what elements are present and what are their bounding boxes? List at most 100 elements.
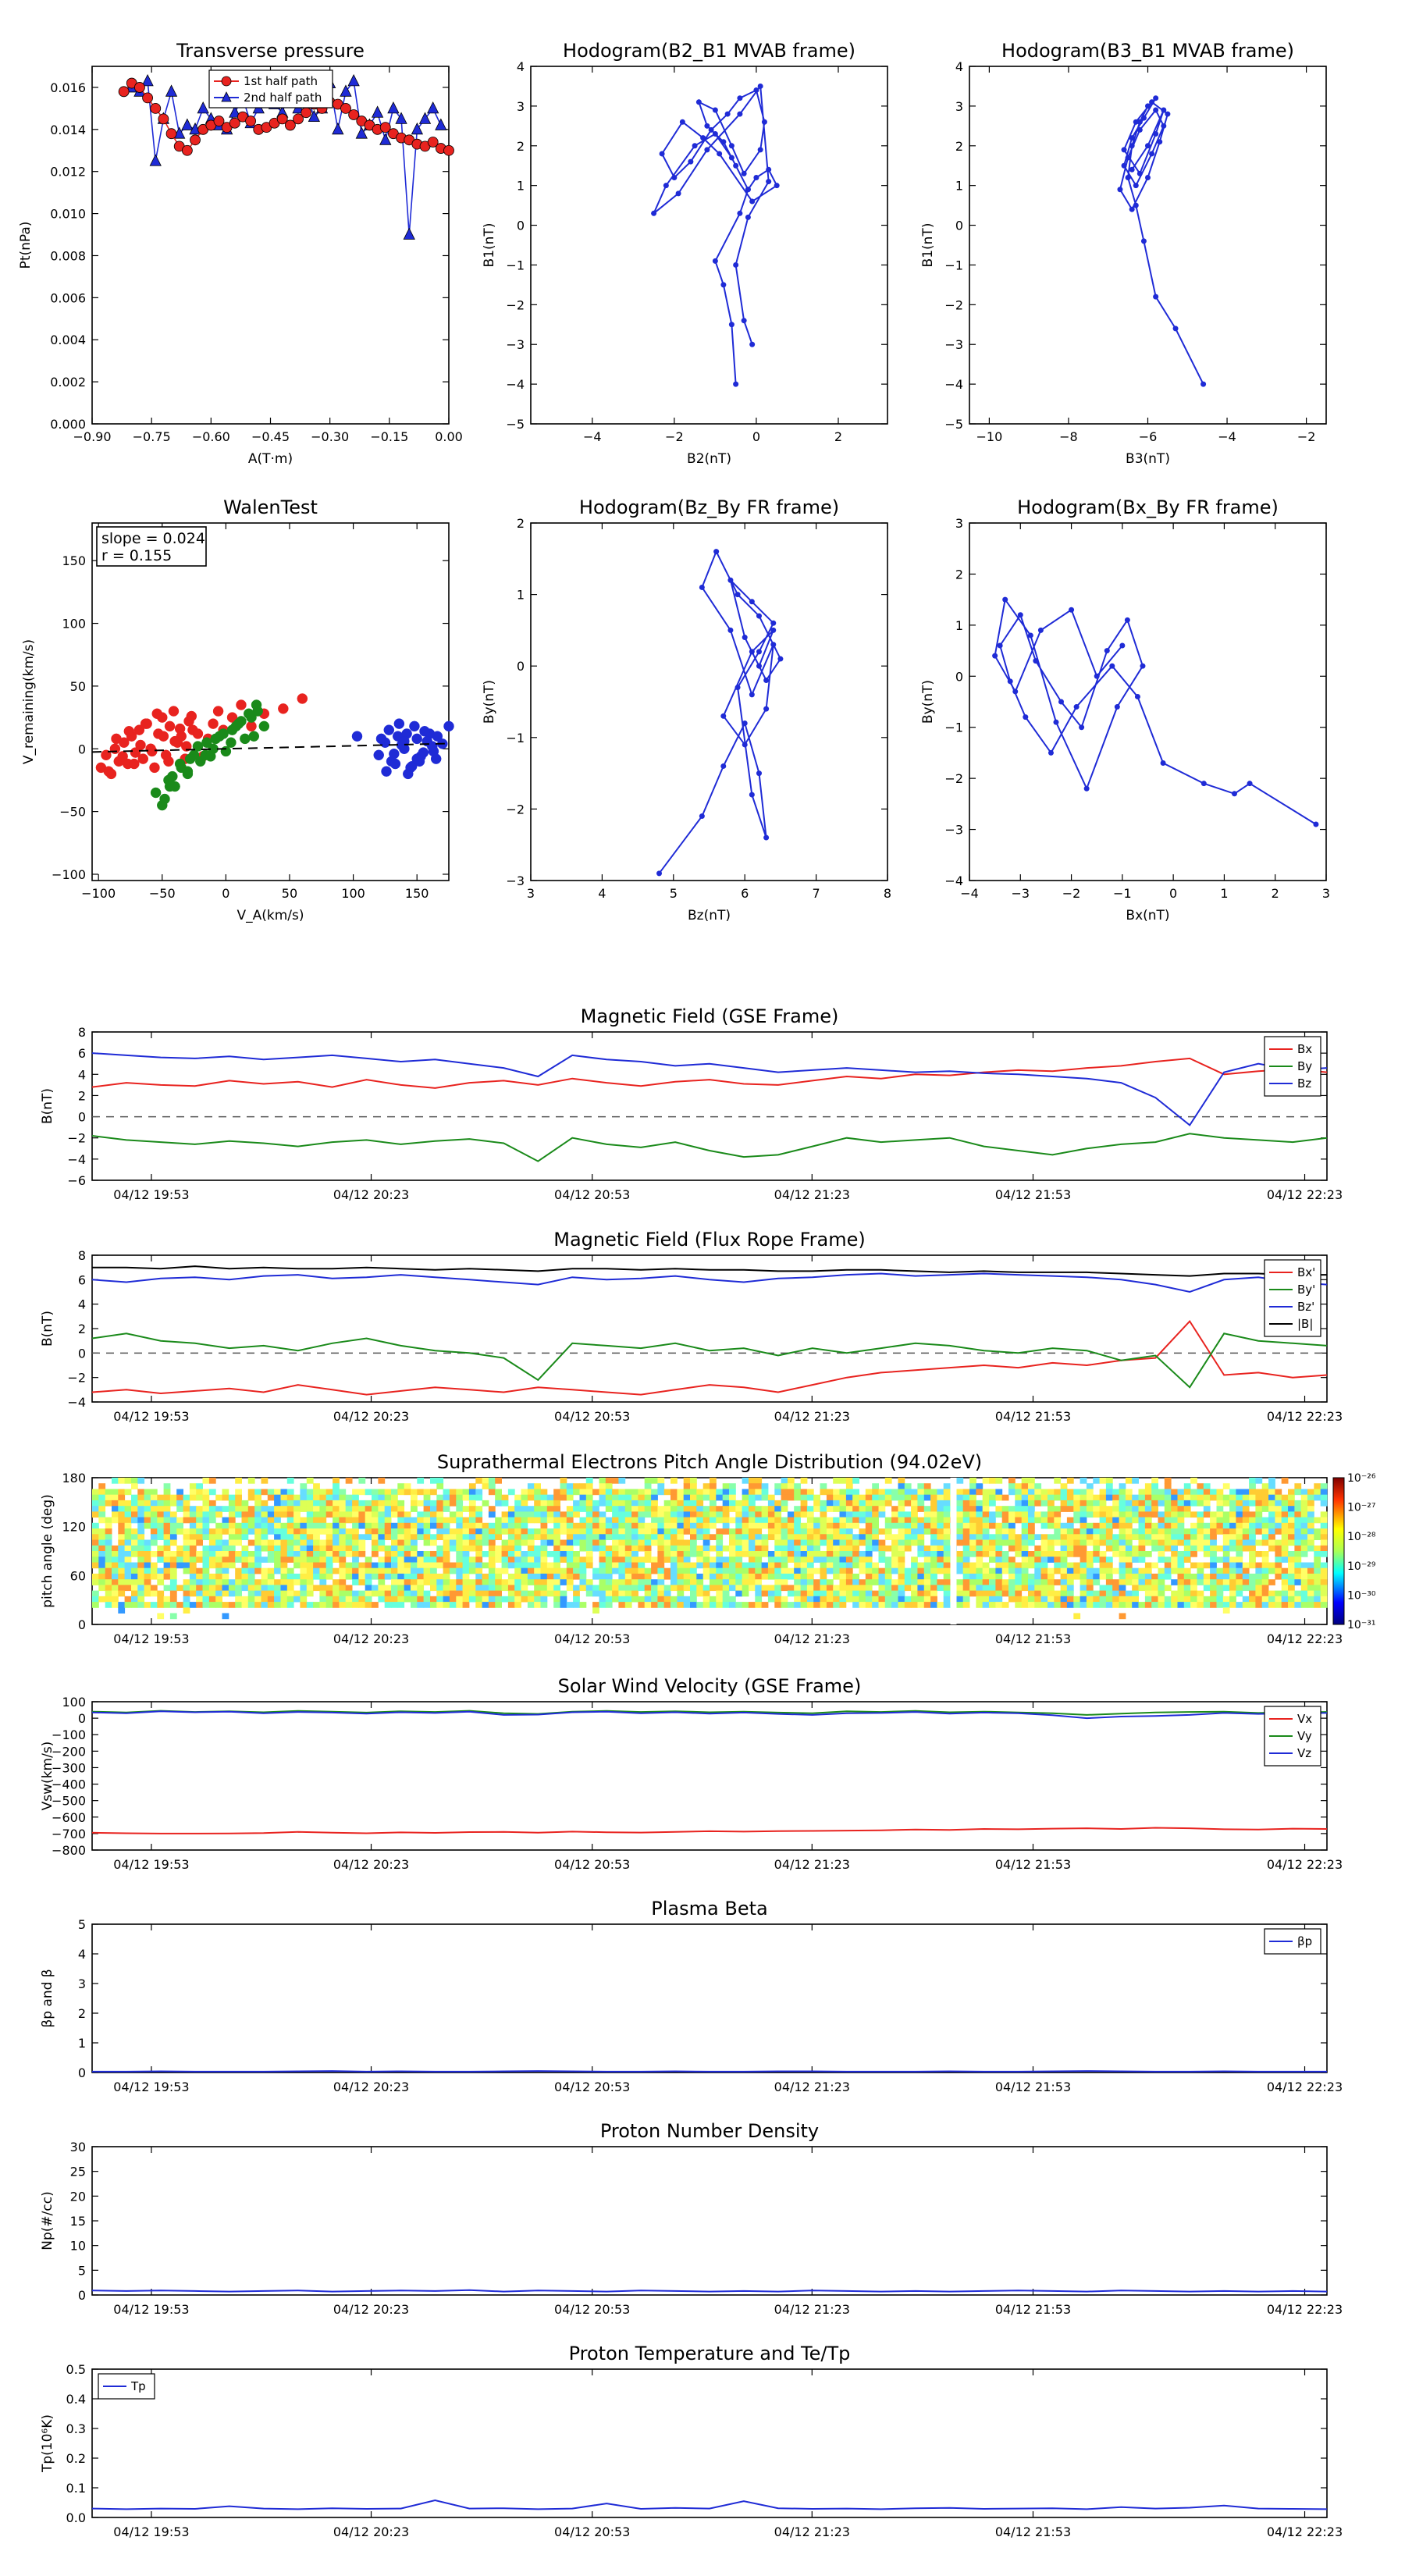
heatmap-cell xyxy=(325,1500,333,1507)
scatter-point-green xyxy=(164,781,176,792)
heatmap-cell xyxy=(1099,1590,1107,1597)
heatmap-cell xyxy=(651,1478,658,1484)
heatmap-cell xyxy=(573,1539,580,1546)
heatmap-cell xyxy=(1138,1500,1146,1507)
heatmap-cell xyxy=(585,1478,593,1484)
heatmap-cell xyxy=(605,1545,613,1552)
heatmap-cell xyxy=(696,1585,704,1592)
heatmap-cell xyxy=(839,1590,847,1597)
heatmap-cell xyxy=(131,1545,138,1552)
heatmap-cell xyxy=(1119,1579,1126,1585)
heatmap-cell xyxy=(670,1585,678,1592)
heatmap-cell xyxy=(878,1590,886,1597)
x-tick-label: 4 xyxy=(598,886,606,901)
heatmap-cell xyxy=(800,1602,808,1608)
heatmap-cell xyxy=(247,1517,255,1524)
scatter-point-green xyxy=(167,770,178,782)
heatmap-cell xyxy=(560,1539,567,1546)
heatmap-cell xyxy=(852,1557,859,1563)
heatmap-cell xyxy=(436,1573,444,1580)
y-tick-label: 2 xyxy=(955,567,963,582)
heatmap-cell xyxy=(618,1567,626,1574)
heatmap-cell xyxy=(150,1522,158,1529)
heatmap-cell xyxy=(729,1545,736,1552)
heatmap-cell xyxy=(1066,1573,1074,1580)
heatmap-cell xyxy=(884,1545,892,1552)
heatmap-cell xyxy=(404,1579,411,1585)
heatmap-cell xyxy=(1112,1567,1119,1574)
heatmap-cell xyxy=(1112,1585,1119,1592)
heatmap-cell xyxy=(274,1567,281,1574)
heatmap-cell xyxy=(417,1551,425,1557)
heatmap-cell xyxy=(1197,1483,1204,1489)
heatmap-cell xyxy=(1210,1585,1217,1592)
hodogram-point xyxy=(1117,187,1123,193)
heatmap-cell xyxy=(514,1562,521,1569)
heatmap-cell xyxy=(930,1489,937,1496)
heatmap-cell xyxy=(540,1590,548,1597)
heatmap-cell xyxy=(716,1494,724,1501)
heatmap-cell xyxy=(845,1579,853,1585)
heatmap-cell xyxy=(826,1517,834,1524)
heatmap-cell xyxy=(501,1494,509,1501)
heatmap-cell xyxy=(657,1517,665,1524)
heatmap-cell xyxy=(325,1573,333,1580)
heatmap-cell xyxy=(514,1539,521,1546)
heatmap-cell xyxy=(1008,1539,1016,1546)
heatmap-cell xyxy=(325,1494,333,1501)
heatmap-cell xyxy=(150,1500,158,1507)
heatmap-cell xyxy=(605,1590,613,1597)
heatmap-cell xyxy=(826,1489,834,1496)
heatmap-cell xyxy=(898,1579,905,1585)
hodogram-point xyxy=(720,713,727,719)
series-By' xyxy=(91,1332,1328,1389)
heatmap-cell xyxy=(157,1517,165,1524)
heatmap-cell xyxy=(884,1489,892,1496)
heatmap-cell xyxy=(1144,1534,1152,1540)
heatmap-cell xyxy=(306,1489,314,1496)
heatmap-cell xyxy=(176,1602,183,1608)
heatmap-cell xyxy=(137,1494,145,1501)
heatmap-cell xyxy=(618,1596,626,1603)
heatmap-cell xyxy=(592,1506,599,1512)
plot-frame xyxy=(91,1923,1328,2073)
heatmap-cell xyxy=(540,1534,548,1540)
heatmap-cell xyxy=(729,1517,736,1524)
heatmap-cell xyxy=(1294,1567,1302,1574)
heatmap-cell xyxy=(891,1602,898,1608)
heatmap-cell xyxy=(372,1567,379,1574)
heatmap-cell xyxy=(1222,1528,1230,1535)
heatmap-cell xyxy=(1229,1534,1236,1540)
heatmap-cell xyxy=(423,1517,431,1524)
heatmap-cell xyxy=(702,1602,710,1608)
heatmap-cell xyxy=(852,1539,859,1546)
plot-frame xyxy=(969,522,1327,881)
heatmap-cell xyxy=(1249,1483,1256,1489)
scatter-point-red xyxy=(137,753,149,764)
y-tick-label: 0.2 xyxy=(66,2451,86,2466)
heatmap-cell xyxy=(306,1562,314,1569)
heatmap-cell xyxy=(1119,1511,1126,1518)
heatmap-cell xyxy=(781,1506,788,1512)
heatmap-cell xyxy=(189,1522,197,1529)
heatmap-cell xyxy=(624,1534,632,1540)
heatmap-cell xyxy=(1028,1590,1035,1597)
heatmap-cell xyxy=(1288,1494,1295,1501)
heatmap-cell xyxy=(833,1517,840,1524)
heatmap-cell xyxy=(189,1579,197,1585)
y-tick-label: 0.016 xyxy=(50,80,86,95)
heatmap-cell xyxy=(1255,1579,1263,1585)
heatmap-cell xyxy=(1236,1528,1243,1535)
heatmap-cell xyxy=(1294,1602,1302,1608)
hodogram-point xyxy=(1145,103,1151,109)
heatmap-cell xyxy=(579,1489,587,1496)
heatmap-cell xyxy=(1164,1500,1172,1507)
heatmap-cell xyxy=(884,1585,892,1592)
heatmap-cell xyxy=(1099,1551,1107,1557)
heatmap-cell xyxy=(624,1551,632,1557)
heatmap-cell xyxy=(573,1590,580,1597)
heatmap-cell xyxy=(729,1506,736,1512)
heatmap-cell xyxy=(865,1573,873,1580)
heatmap-cell xyxy=(1222,1607,1230,1614)
heatmap-cell xyxy=(1216,1573,1224,1580)
